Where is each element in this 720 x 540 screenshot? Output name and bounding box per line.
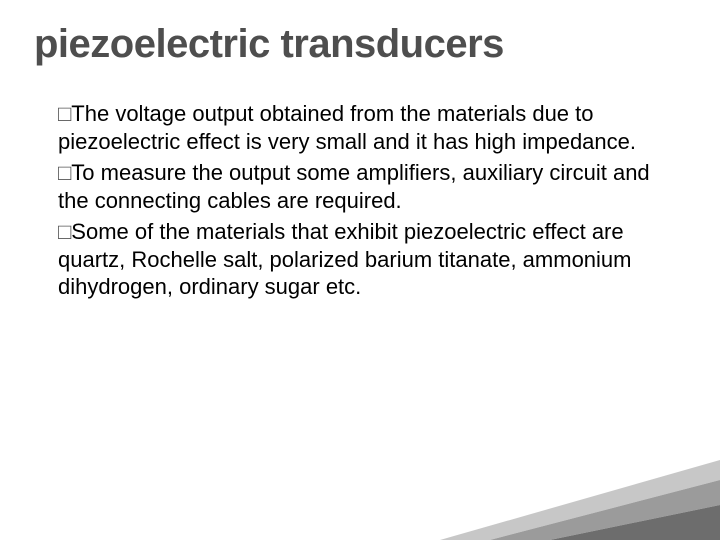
corner-accent-icon xyxy=(440,460,720,540)
bullet-item: □Some of the materials that exhibit piez… xyxy=(58,218,660,301)
bullet-text: To measure the output some amplifiers, a… xyxy=(58,160,650,213)
slide-title: piezoelectric transducers xyxy=(34,22,680,67)
slide-body: □The voltage output obtained from the ma… xyxy=(58,100,660,305)
accent-stripe-2 xyxy=(490,480,720,540)
accent-stripe-3 xyxy=(550,505,720,540)
bullet-marker-icon: □ xyxy=(58,218,71,246)
bullet-text: The voltage output obtained from the mat… xyxy=(58,101,636,154)
accent-stripe-1 xyxy=(440,460,720,540)
bullet-item: □The voltage output obtained from the ma… xyxy=(58,100,660,155)
bullet-marker-icon: □ xyxy=(58,159,71,187)
bullet-item: □To measure the output some amplifiers, … xyxy=(58,159,660,214)
slide: piezoelectric transducers □The voltage o… xyxy=(0,0,720,540)
bullet-text: Some of the materials that exhibit piezo… xyxy=(58,219,632,299)
bullet-marker-icon: □ xyxy=(58,100,71,128)
